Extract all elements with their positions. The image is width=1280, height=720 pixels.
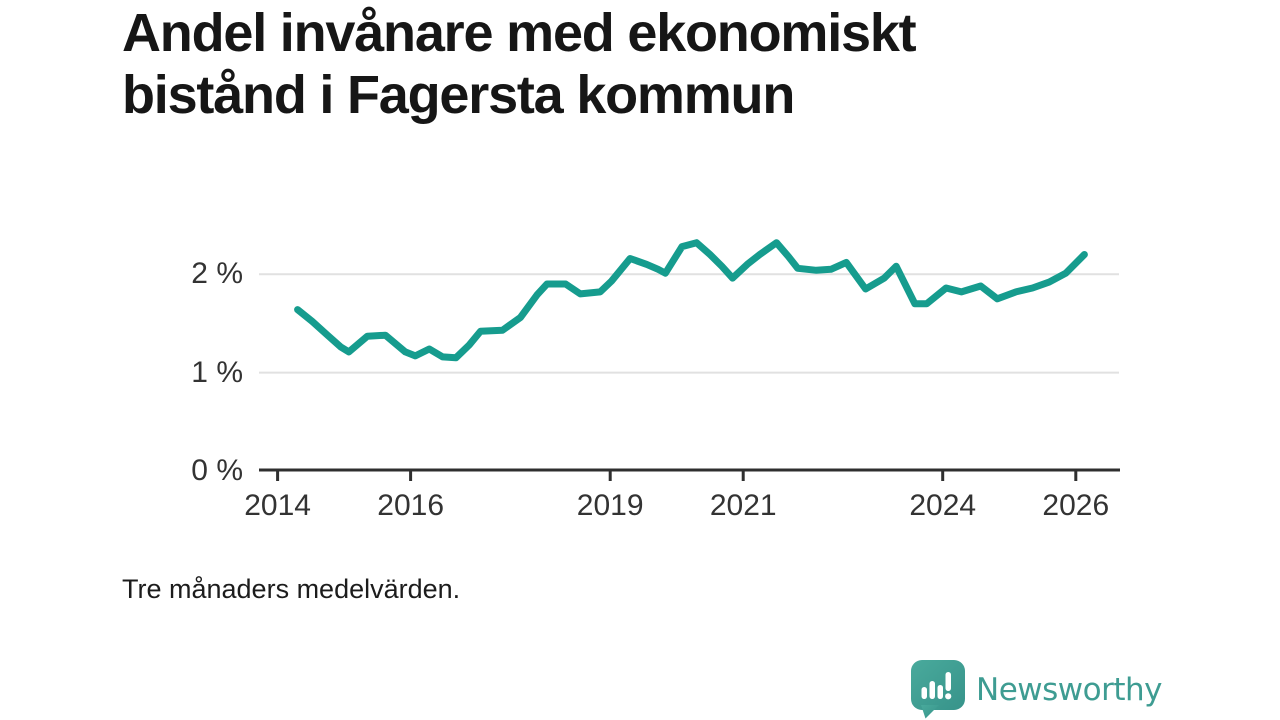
- x-axis-label: 2024: [909, 489, 977, 522]
- newsworthy-logo-icon: [911, 660, 966, 719]
- y-axis-label: 1 %: [191, 355, 243, 389]
- chart-title-line1: Andel invånare med ekonomiskt: [122, 3, 917, 63]
- x-axis-label: 2021: [709, 489, 777, 522]
- x-axis-label: 2026: [1042, 489, 1110, 522]
- x-axis-label: 2014: [244, 489, 311, 522]
- y-axis-label: 2 %: [191, 257, 243, 291]
- newsworthy-logo: Newsworthy: [911, 660, 1162, 719]
- x-axis-label: 2019: [576, 489, 644, 522]
- data-line: [294, 239, 1088, 362]
- y-axis-label: 0 %: [191, 454, 243, 487]
- bar-chart-exclamation-glyph: [921, 672, 952, 700]
- chart-footnote: Tre månaders medelvärden.: [122, 574, 461, 604]
- chart-title: Andel invånare med ekonomiskt bistånd i …: [122, 2, 917, 126]
- newsworthy-logo-text: Newsworthy: [976, 671, 1162, 708]
- x-axis-label: 2016: [377, 489, 445, 522]
- chart-title-line2: bistånd i Fagersta kommun: [122, 65, 795, 125]
